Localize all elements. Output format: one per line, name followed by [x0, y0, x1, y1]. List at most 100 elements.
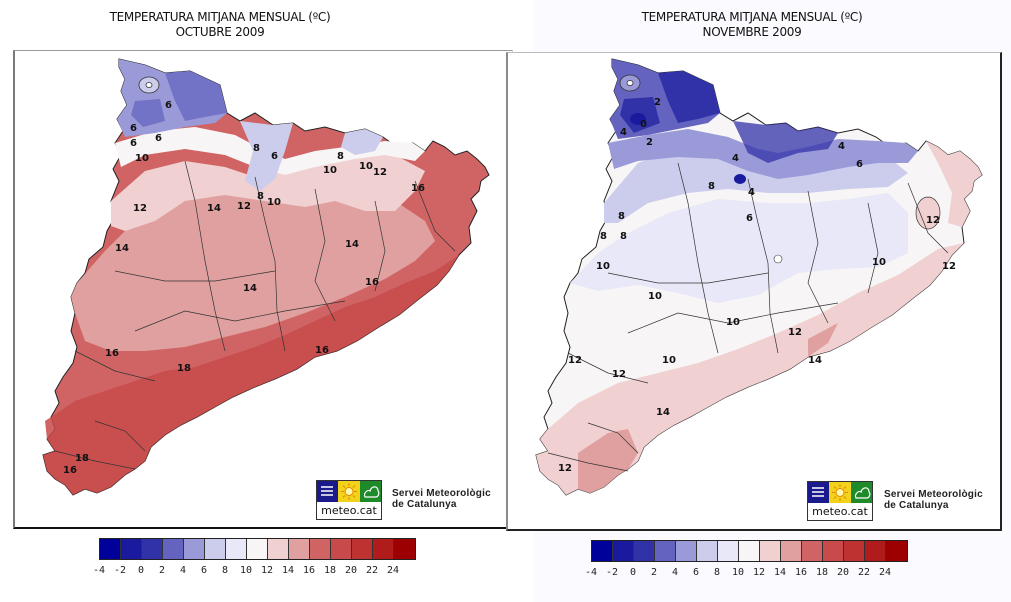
contour-label: 6 — [130, 138, 137, 149]
legend-tick-label: -2 — [605, 567, 619, 578]
logo-wordmark: meteo.cat — [812, 505, 868, 518]
legend-tick-label: 4 — [671, 567, 679, 578]
legend-tick-label: 6 — [200, 565, 208, 576]
contour-label: 14 — [115, 243, 129, 254]
legend-tick-label: 18 — [323, 565, 337, 576]
legend-swatch — [184, 539, 205, 559]
contour-label: 10 — [359, 161, 373, 172]
november-borders — [547, 162, 949, 472]
november-map-frame: 2 0 2 4 4 6 4 8 4 6 8 8 8 10 10 10 10 12… — [506, 52, 1002, 531]
legend-swatch — [655, 541, 676, 561]
legend-tick-label: 2 — [158, 565, 166, 576]
legend-swatch — [268, 539, 289, 559]
legend-tick-label: 18 — [815, 567, 829, 578]
logo-wordmark: meteo.cat — [321, 504, 377, 517]
contour-label: 10 — [267, 197, 281, 208]
november-zone-cold-core — [630, 113, 646, 125]
legend-tick-label: 10 — [731, 567, 745, 578]
legend-swatch — [289, 539, 310, 559]
legend-swatch — [634, 541, 655, 561]
november-zone-0 — [658, 71, 720, 123]
november-legend-ticks: -4 -2 0 2 4 6 8 10 12 14 16 18 20 22 24 — [585, 567, 921, 581]
legend-tick-label: 8 — [713, 567, 721, 578]
contour-label: 12 — [926, 215, 940, 226]
meteocat-logo: meteo.cat — [316, 480, 382, 520]
contour-label: 4 — [732, 153, 739, 164]
legend-swatch — [781, 541, 802, 561]
contour-label: 6 — [271, 151, 278, 162]
legend-swatch — [394, 539, 415, 559]
legend-tick-label: 16 — [794, 567, 808, 578]
october-map-frame: 6 6 6 6 10 8 6 10 8 10 12 16 12 14 12 8 … — [13, 50, 513, 529]
legend-tick-label: 14 — [773, 567, 787, 578]
legend-tick-label: 8 — [221, 565, 229, 576]
sun-icon — [829, 482, 851, 503]
november-title-line1: TEMPERATURA MITJANA MENSUAL (ºC) — [641, 10, 863, 24]
legend-swatch — [697, 541, 718, 561]
contour-label: 6 — [856, 159, 863, 170]
legend-swatch — [100, 539, 121, 559]
contour-label: 14 — [345, 239, 359, 250]
contour-label: 16 — [105, 348, 119, 359]
legend-swatch — [592, 541, 613, 561]
legend-swatch — [205, 539, 226, 559]
contour-label: 2 — [646, 137, 653, 148]
organization-name: Servei Meteorològic de Catalunya — [392, 488, 491, 510]
org-line1: Servei Meteorològic — [884, 489, 983, 500]
october-map: 6 6 6 6 10 8 6 10 8 10 12 16 12 14 12 8 … — [42, 58, 490, 496]
legend-swatch — [613, 541, 634, 561]
contour-label: 4 — [748, 187, 755, 198]
cloud-icon — [850, 482, 872, 503]
contour-label: 10 — [726, 317, 740, 328]
november-zone-2-east — [733, 121, 838, 163]
contour-label: 0 — [640, 119, 647, 130]
legend-tick-label: 6 — [692, 567, 700, 578]
legend-swatch — [142, 539, 163, 559]
legend-swatch — [823, 541, 844, 561]
legend-swatch — [163, 539, 184, 559]
october-zone-8-center — [145, 82, 153, 88]
contour-label: 18 — [75, 453, 89, 464]
contour-label: 6 — [130, 123, 137, 134]
legend-tick-label: -4 — [584, 567, 598, 578]
november-map: 2 0 2 4 4 6 4 8 4 6 8 8 8 10 10 10 10 12… — [535, 58, 983, 496]
contour-label: 12 — [558, 463, 572, 474]
october-zone-2 — [165, 71, 227, 121]
legend-tick-label: 24 — [386, 565, 400, 576]
november-zone-14 — [578, 429, 638, 493]
contour-label: 16 — [315, 345, 329, 356]
contour-label: 8 — [600, 231, 607, 242]
contour-label: 8 — [620, 231, 627, 242]
contour-label: 12 — [373, 167, 387, 178]
legend-tick-label: 0 — [629, 567, 637, 578]
legend-swatch — [247, 539, 268, 559]
legend-swatch — [718, 541, 739, 561]
legend-tick-label: 4 — [179, 565, 187, 576]
november-zone-12-pocket — [915, 196, 941, 230]
legend-tick-label: 10 — [239, 565, 253, 576]
contour-label: 6 — [746, 213, 753, 224]
contour-label: 12 — [612, 369, 626, 380]
contour-label: 16 — [411, 183, 425, 194]
legend-tick-label: 24 — [878, 567, 892, 578]
org-line2: de Catalunya — [884, 500, 949, 511]
contour-label: 16 — [365, 277, 379, 288]
october-zone-2b — [131, 99, 165, 127]
legend-tick-label: 20 — [344, 565, 358, 576]
contour-label: 14 — [207, 203, 221, 214]
october-title-line2: OCTUBRE 2009 — [175, 25, 265, 39]
legend-swatch — [352, 539, 373, 559]
legend-swatch — [676, 541, 697, 561]
legend-tick-label: 22 — [365, 565, 379, 576]
october-borders — [54, 160, 456, 470]
legend-swatch — [310, 539, 331, 559]
contour-label: 10 — [135, 153, 149, 164]
contour-label: 12 — [237, 201, 251, 212]
october-legend-ticks: -4 -2 0 2 4 6 8 10 12 14 16 18 20 22 24 — [93, 565, 429, 579]
legend-tick-label: 16 — [302, 565, 316, 576]
legend-tick-label: 20 — [836, 567, 850, 578]
legend-swatch — [121, 539, 142, 559]
legend-swatch — [226, 539, 247, 559]
contour-label: 8 — [257, 191, 264, 202]
legend-swatch — [373, 539, 394, 559]
